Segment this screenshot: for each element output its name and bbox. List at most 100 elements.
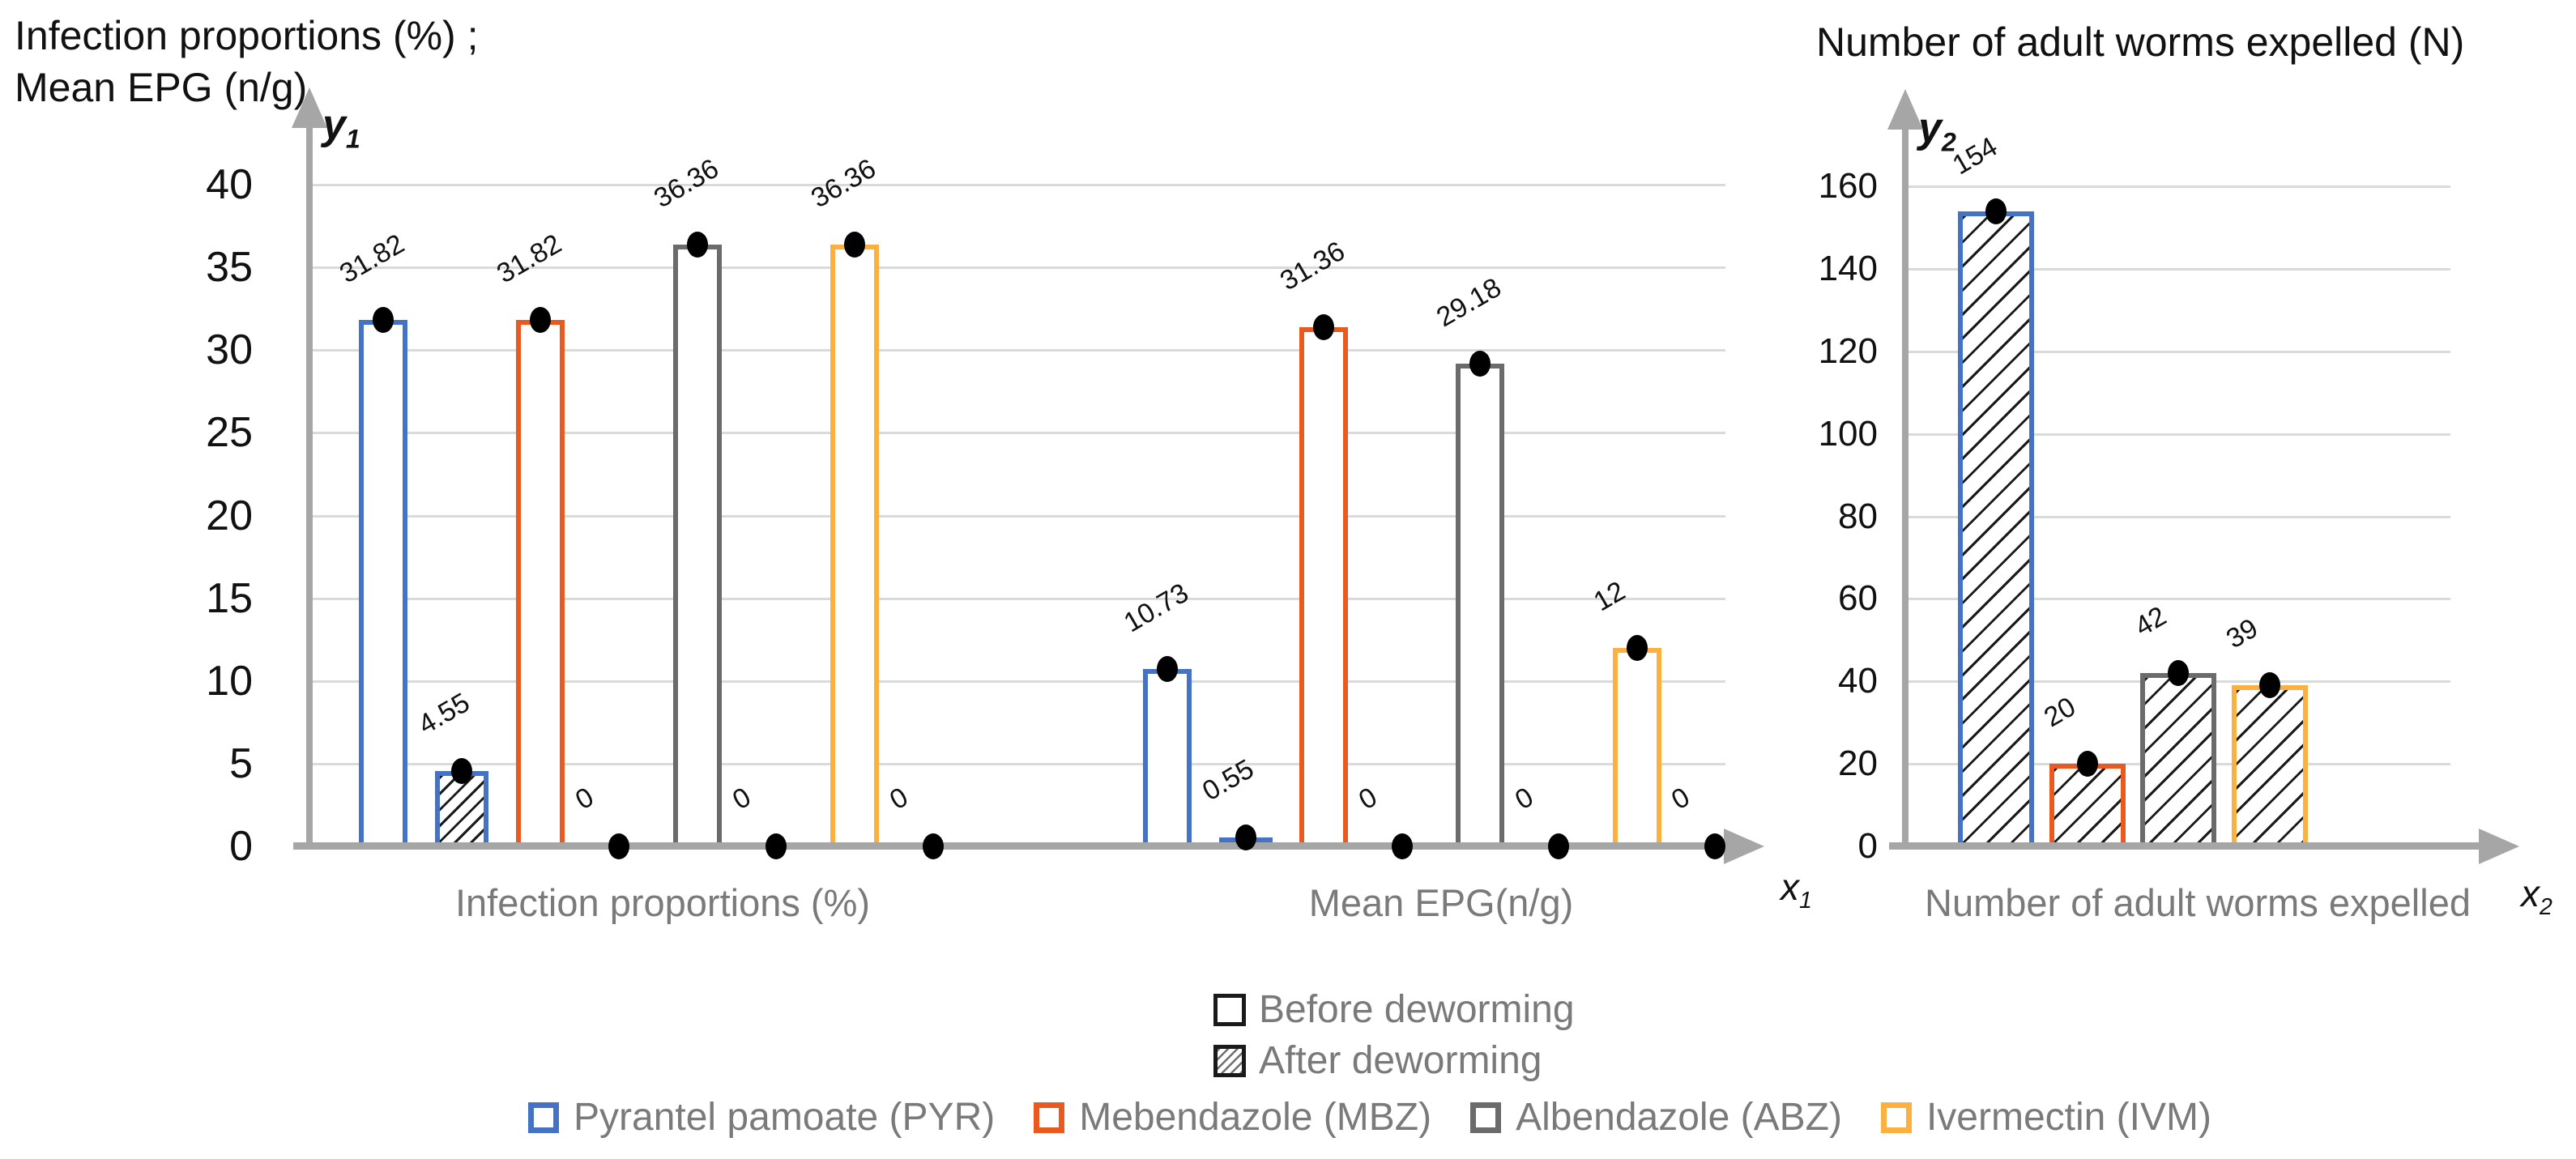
bar-value-label: 36.36: [806, 153, 881, 215]
x-axis-line: [293, 842, 1724, 850]
gridline: [306, 514, 1725, 518]
series-swatch-icon-IVM: [1880, 1101, 1912, 1133]
after-deworming-label: After deworming: [1259, 1039, 1542, 1082]
legend-before-deworming: Before deworming: [1213, 987, 1575, 1032]
bar-top-dot: [1704, 833, 1726, 859]
gridline: [1902, 598, 2450, 601]
bar-top-dot: [1469, 350, 1491, 377]
gridline: [306, 432, 1725, 435]
gridline: [1902, 432, 2450, 436]
y-tick-label: 5: [229, 739, 253, 787]
bar-value-label: 0: [1353, 781, 1383, 816]
bar-top-dot: [766, 833, 787, 859]
bar-value-label: 10.73: [1119, 577, 1194, 639]
bar-top-dot: [1157, 655, 1178, 682]
y-tick-label: 40: [1838, 661, 1878, 701]
y-tick-label: 15: [206, 574, 253, 622]
bar-top-dot: [1985, 198, 2007, 224]
right-chart-title: Number of adult worms expelled (N): [1816, 16, 2464, 68]
legend-series: Pyrantel pamoate (PYR) Mebendazole (MBZ) A…: [528, 1095, 2211, 1140]
left-chart-title: Infection proportions (%) ; Mean EPG (n/…: [15, 10, 479, 113]
bar-PYR-after: [1958, 211, 2034, 848]
bar-ABZ-after: [2140, 673, 2216, 848]
bar-value-label: 39: [2220, 612, 2263, 655]
before-deworming-swatch-icon: [1213, 993, 1246, 1026]
bar-value-label: 42: [2130, 600, 2172, 643]
y-tick-label: 30: [206, 326, 253, 374]
legend-series-item-MBZ: Mebendazole (MBZ): [1034, 1095, 1431, 1140]
bar-top-dot: [451, 758, 472, 785]
gridline: [306, 680, 1725, 683]
left-chart-title-line2: Mean EPG (n/g): [15, 65, 308, 110]
series-swatch-icon-PYR: [528, 1101, 559, 1133]
series-label-ABZ: Albendazole (ABZ): [1516, 1096, 1842, 1139]
gridline: [1902, 350, 2450, 353]
bar-top-dot: [2076, 751, 2098, 778]
gridline: [306, 597, 1725, 600]
y-tick-label: 20: [206, 492, 253, 539]
bar-value-label: 0: [570, 781, 599, 816]
after-deworming-swatch-icon: [1213, 1044, 1246, 1077]
left-chart-title-line1: Infection proportions (%) ;: [15, 13, 479, 58]
y-tick-label: 10: [206, 657, 253, 705]
y-tick-label: 0: [1857, 826, 1878, 866]
y-tick-label: 60: [1838, 578, 1878, 619]
bar-value-label: 0: [1510, 781, 1539, 816]
bar-value-label: 31.82: [492, 228, 567, 290]
y-axis-line: [1902, 130, 1909, 850]
x-axis-arrow-icon: [2479, 829, 2519, 864]
bar-top-dot: [530, 307, 551, 334]
legend-after-deworming: After deworming: [1213, 1038, 1542, 1083]
bar-value-label: 31.36: [1275, 236, 1350, 297]
bar-value-label: 29.18: [1431, 271, 1508, 334]
y-axis-line: [306, 128, 313, 850]
bar-value-label: 0.55: [1196, 753, 1259, 807]
series-label-MBZ: Mebendazole (MBZ): [1079, 1096, 1432, 1139]
x2-axis-label: x2: [2521, 872, 2553, 921]
bar-top-dot: [1626, 634, 1648, 661]
bar-top-dot: [1313, 314, 1335, 341]
y-tick-label: 140: [1818, 248, 1878, 288]
y-tick-label: 80: [1838, 496, 1878, 536]
category-label: Mean EPG(n/g): [1308, 881, 1574, 924]
bar-MBZ-after: [2049, 764, 2126, 848]
series-swatch-icon-ABZ: [1470, 1101, 1502, 1133]
gridline: [1902, 185, 2450, 188]
bar-value-label: 20: [2038, 691, 2081, 734]
bar-ABZ-before: [1456, 363, 1505, 848]
bar-top-dot: [1548, 833, 1569, 859]
bar-value-label: 0: [1666, 781, 1695, 816]
series-swatch-icon-MBZ: [1034, 1101, 1065, 1133]
bar-top-dot: [373, 307, 394, 334]
y-axis-arrow-icon: [292, 87, 327, 128]
legend-series-item-IVM: Ivermectin (IVM): [1880, 1095, 2211, 1140]
x-axis-line: [1889, 842, 2479, 850]
y-tick-label: 120: [1818, 330, 1878, 371]
bar-IVM-before: [1612, 647, 1661, 848]
bar-top-dot: [1391, 833, 1413, 859]
series-label-PYR: Pyrantel pamoate (PYR): [574, 1096, 996, 1139]
y-tick-label: 20: [1838, 744, 1878, 784]
y-tick-label: 35: [206, 244, 253, 292]
gridline: [1902, 515, 2450, 518]
y-tick-label: 100: [1818, 413, 1878, 454]
x-axis-arrow-icon: [1724, 829, 1764, 864]
bar-top-dot: [687, 232, 708, 258]
y1-axis-label: y1: [322, 101, 360, 154]
right-chart-title-line1: Number of adult worms expelled (N): [1816, 19, 2465, 65]
y-tick-label: 25: [206, 409, 253, 457]
bar-top-dot: [2258, 672, 2280, 699]
category-label: Number of adult worms expelled: [1925, 881, 2471, 924]
bar-top-dot: [1235, 824, 1256, 850]
before-deworming-label: Before deworming: [1259, 988, 1575, 1031]
bar-top-dot: [844, 232, 865, 258]
bar-top-dot: [2168, 660, 2189, 687]
bar-value-label: 12: [1588, 575, 1631, 618]
bar-value-label: 31.82: [335, 228, 410, 290]
gridline: [1902, 267, 2450, 271]
y-tick-label: 160: [1818, 166, 1878, 206]
series-label-IVM: Ivermectin (IVM): [1926, 1096, 2211, 1139]
legend-series-item-ABZ: Albendazole (ABZ): [1470, 1095, 1842, 1140]
